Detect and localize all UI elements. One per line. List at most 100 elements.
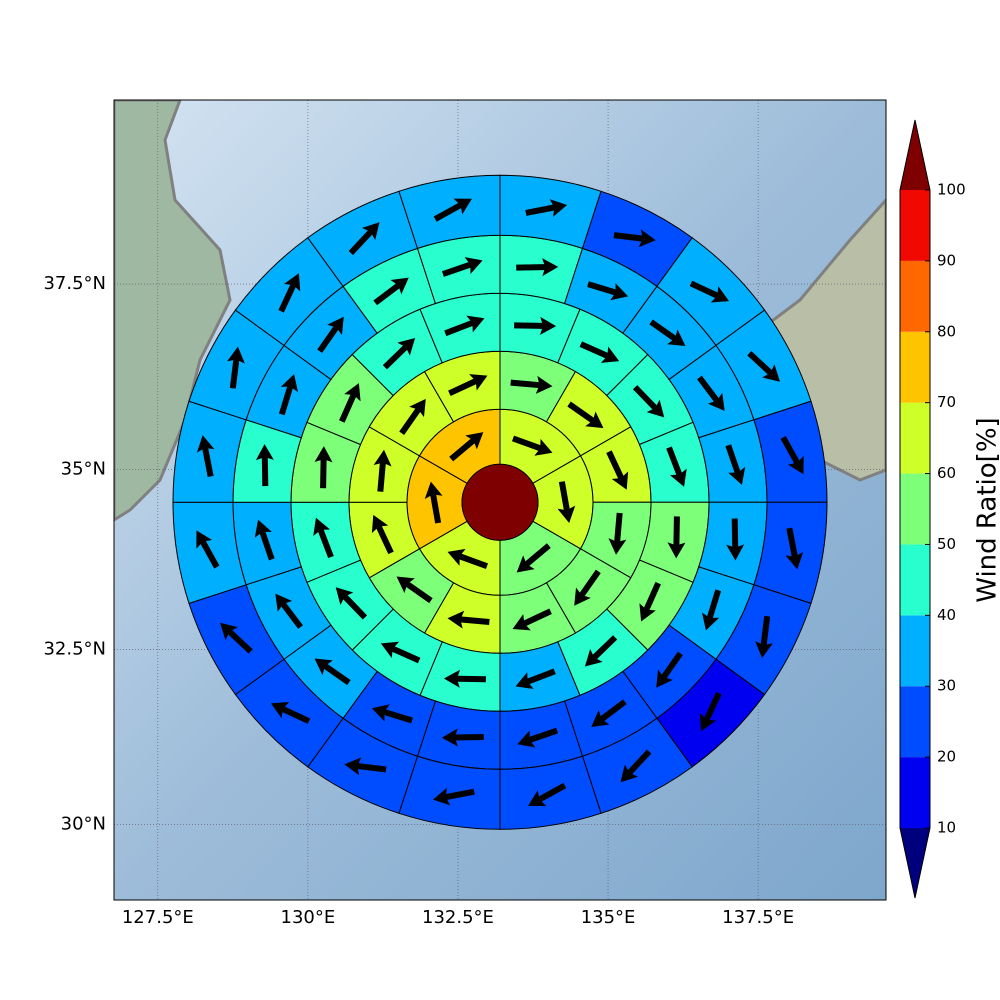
wind-arrow bbox=[424, 481, 443, 524]
x-tick-label: 135°E bbox=[581, 907, 636, 928]
arrow-shape bbox=[584, 635, 618, 667]
wind-arrow bbox=[278, 273, 301, 313]
wind-arrow bbox=[382, 338, 416, 370]
arrow-shape bbox=[567, 401, 604, 429]
wind-arrow bbox=[785, 527, 804, 570]
arrow-shape bbox=[755, 615, 773, 658]
arrow-shape bbox=[574, 569, 601, 606]
wind-arrow bbox=[656, 651, 683, 688]
x-tick-label: 132.5°E bbox=[422, 907, 494, 928]
arrow-shape bbox=[447, 610, 490, 629]
arrow-shape bbox=[725, 444, 746, 485]
arrow-shape bbox=[666, 446, 687, 487]
arrow-shape bbox=[516, 543, 551, 573]
wind-arrow bbox=[567, 401, 604, 429]
wind-arrow bbox=[444, 315, 485, 337]
wind-arrow bbox=[613, 229, 656, 248]
wind-arrow bbox=[441, 728, 484, 747]
arrow-shape bbox=[382, 338, 416, 370]
colorbar-tick-label: 20 bbox=[937, 748, 956, 766]
wind-arrow bbox=[557, 481, 576, 523]
wind-arrow bbox=[579, 341, 620, 363]
wind-arrow bbox=[335, 587, 368, 620]
wind-arrow bbox=[689, 280, 730, 303]
wind-arrow bbox=[620, 749, 652, 783]
colorbar-segment bbox=[900, 757, 930, 828]
wind-arrow bbox=[275, 593, 303, 629]
arrow-shape bbox=[747, 350, 780, 382]
colorbar-segment bbox=[900, 260, 930, 332]
colorbar-segment bbox=[900, 331, 930, 403]
arrow-shape bbox=[396, 576, 433, 604]
arrow-shape bbox=[196, 435, 215, 478]
wind-arrow bbox=[196, 530, 220, 569]
arrow-shape bbox=[371, 704, 413, 724]
wind-arrow bbox=[516, 543, 551, 573]
wind-arrow bbox=[699, 692, 722, 732]
wind-arrow bbox=[396, 576, 433, 604]
ticks: 127.5°E 130°E 132.5°E 135°E 137.5°E 30°N 32.5°… bbox=[43, 273, 794, 928]
y-tick-label: 35°N bbox=[61, 459, 106, 480]
arrows bbox=[196, 198, 804, 806]
arrow-shape bbox=[278, 273, 301, 313]
wind-arrow bbox=[433, 198, 472, 222]
wind-arrow bbox=[512, 608, 552, 631]
arrow-shape bbox=[399, 398, 426, 435]
colorbar-tick-label: 40 bbox=[937, 606, 956, 624]
wind-arrow bbox=[449, 432, 484, 462]
arrow-shape bbox=[227, 346, 245, 389]
arrow-shape bbox=[512, 608, 552, 631]
arrow-shape bbox=[656, 651, 683, 688]
arrow-shape bbox=[689, 280, 730, 303]
arrow-shape bbox=[424, 481, 443, 524]
arrow-shape bbox=[339, 383, 361, 423]
arrow-shape bbox=[667, 516, 686, 559]
arrow-shape bbox=[780, 436, 804, 475]
wind-arrow bbox=[528, 782, 567, 806]
arrow-shape bbox=[606, 450, 629, 490]
y-tick-label: 37.5°N bbox=[43, 273, 106, 294]
wind-arrow bbox=[314, 658, 351, 686]
arrow-shape bbox=[697, 375, 725, 412]
arrow-shape bbox=[275, 593, 303, 629]
arrow-shape bbox=[254, 519, 275, 561]
colorbar-under bbox=[900, 828, 930, 898]
wind-arrow bbox=[666, 446, 687, 487]
y-tick-label: 30°N bbox=[61, 813, 106, 834]
wind-arrow bbox=[780, 436, 804, 475]
arrow-shape bbox=[278, 374, 299, 416]
x-tick-label: 137.5°E bbox=[722, 907, 794, 928]
wind-arrow bbox=[373, 277, 409, 306]
arrow-shape bbox=[373, 449, 392, 492]
wind-arrow bbox=[514, 316, 557, 335]
wind-arrow bbox=[317, 316, 344, 353]
colorbar-label: Wind Ratio[%] bbox=[973, 417, 1000, 602]
wind-arrow bbox=[606, 450, 629, 490]
arrow-shape bbox=[270, 702, 311, 724]
wind-arrow bbox=[725, 444, 746, 485]
wind-arrow bbox=[441, 257, 483, 277]
arrow-shape bbox=[255, 444, 274, 487]
rings bbox=[172, 174, 828, 830]
wind-arrow bbox=[371, 704, 413, 724]
wind-arrow bbox=[587, 281, 629, 301]
colorbar-segment bbox=[900, 402, 930, 474]
wind-arrow bbox=[196, 435, 215, 478]
arrow-shape bbox=[726, 518, 745, 561]
wind-arrow bbox=[516, 258, 559, 277]
wind-arrow bbox=[584, 635, 618, 667]
land bbox=[114, 100, 232, 522]
wind-arrow bbox=[447, 548, 489, 570]
wind-arrow bbox=[667, 516, 686, 559]
arrow-shape bbox=[515, 668, 556, 690]
wind-arrow bbox=[254, 519, 275, 561]
arrow-shape bbox=[528, 782, 567, 806]
arrow-shape bbox=[639, 581, 661, 622]
arrow-shape bbox=[447, 548, 489, 570]
wind-arrow bbox=[443, 669, 486, 688]
wind-arrow bbox=[313, 517, 334, 559]
wind-arrow bbox=[270, 702, 311, 724]
arrow-shape bbox=[448, 374, 488, 397]
wind-arrow bbox=[373, 449, 392, 492]
arrow-shape bbox=[517, 727, 559, 748]
